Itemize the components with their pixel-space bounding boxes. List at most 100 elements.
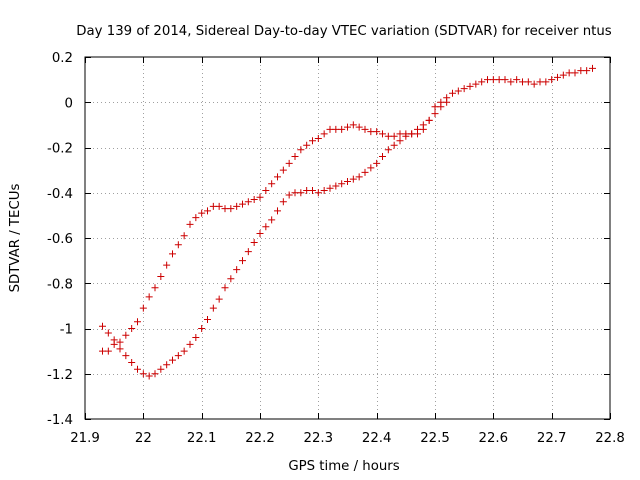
data-point [379, 153, 386, 161]
data-point [104, 347, 112, 355]
x-tick-label: 22.1 [187, 431, 217, 446]
data-point [198, 325, 206, 332]
data-point [425, 116, 433, 124]
data-point [122, 331, 130, 339]
data-point [373, 159, 381, 167]
data-point [314, 189, 322, 197]
y-tick-label: -1.4 [47, 413, 73, 428]
data-point [209, 304, 217, 312]
y-tick-label: -0.8 [47, 277, 73, 292]
x-tick-label: 22.6 [479, 431, 509, 446]
data-point [437, 103, 445, 111]
data-point [274, 207, 281, 215]
data-point [250, 196, 258, 204]
data-point [338, 125, 346, 133]
data-point [414, 125, 421, 133]
x-tick-label: 22.5 [420, 431, 450, 446]
data-point [256, 229, 264, 237]
data-point [314, 134, 322, 142]
data-point [373, 128, 381, 136]
data-point [198, 209, 206, 217]
data-point [180, 232, 188, 240]
data-point [227, 275, 235, 283]
data-point [542, 78, 550, 86]
y-tick-label: -0.2 [47, 142, 73, 157]
data-point [233, 202, 241, 210]
data-point [297, 189, 305, 197]
y-tick-label: -1.2 [47, 368, 73, 383]
data-point [151, 370, 159, 378]
x-axis-label: GPS time / hours [288, 459, 399, 474]
data-point [116, 345, 124, 353]
x-tick-label: 22.4 [362, 431, 392, 446]
data-points [99, 64, 596, 380]
x-tick-labels: 21.9 22 22.1 22.2 22.3 22.4 22.5 22.6 22.7 22.8 [70, 431, 625, 446]
data-point [443, 98, 451, 106]
data-point [227, 205, 235, 213]
data-point [489, 76, 497, 84]
data-point [239, 257, 246, 265]
data-point [577, 67, 585, 75]
data-point [513, 76, 521, 84]
x-tick-label: 21.9 [70, 431, 100, 446]
data-point [244, 248, 252, 256]
data-point [209, 202, 217, 210]
data-point [163, 361, 171, 369]
data-point [262, 186, 270, 194]
data-point [192, 334, 200, 342]
data-point [454, 87, 462, 95]
data-point [355, 173, 363, 181]
data-point [169, 356, 176, 364]
data-point [548, 76, 556, 84]
y-tick-label: -0.4 [47, 187, 73, 202]
data-point [367, 128, 375, 136]
data-point [104, 329, 112, 337]
data-point [361, 168, 369, 176]
data-point [244, 198, 252, 206]
data-point [279, 198, 287, 206]
data-point [559, 71, 567, 79]
data-point [128, 325, 136, 332]
data-point [583, 67, 591, 75]
data-point [344, 123, 351, 131]
data-point [239, 200, 246, 208]
data-point [256, 193, 264, 201]
data-point [554, 73, 561, 81]
data-point [320, 186, 328, 194]
data-point [390, 141, 398, 149]
data-point [390, 132, 398, 140]
x-tick-label: 22.3 [304, 431, 334, 446]
data-point [285, 191, 293, 199]
y-axis-label: SDTVAR / TECUs [8, 184, 23, 293]
data-point [367, 164, 375, 172]
data-point [524, 78, 532, 86]
data-point [478, 78, 486, 86]
data-point [309, 186, 316, 194]
data-point [174, 352, 182, 360]
data-point [221, 284, 229, 292]
data-point [145, 372, 153, 380]
data-point [344, 177, 351, 185]
data-point [530, 80, 538, 88]
data-point [349, 121, 357, 129]
y-tick-label: 0.2 [52, 51, 73, 66]
x-tick-label: 22 [135, 431, 152, 446]
y-tick-label: -1 [60, 323, 73, 338]
data-point [128, 358, 136, 366]
data-point [384, 132, 392, 140]
data-point [472, 80, 480, 88]
data-point [186, 340, 194, 348]
data-point [157, 365, 165, 373]
data-point [332, 125, 340, 133]
data-point [274, 173, 281, 181]
data-point [571, 69, 579, 77]
data-point [402, 132, 410, 140]
data-point [361, 125, 369, 133]
data-point [285, 159, 293, 167]
data-point [279, 166, 287, 174]
y-tick-labels: 0.2 0 -0.2 -0.4 -0.6 -0.8 -1 -1.2 -1.4 [47, 51, 73, 428]
data-point [349, 175, 357, 183]
chart-title: Day 139 of 2014, Sidereal Day-to-day VTE… [76, 24, 612, 39]
x-tick-label: 22.2 [245, 431, 275, 446]
